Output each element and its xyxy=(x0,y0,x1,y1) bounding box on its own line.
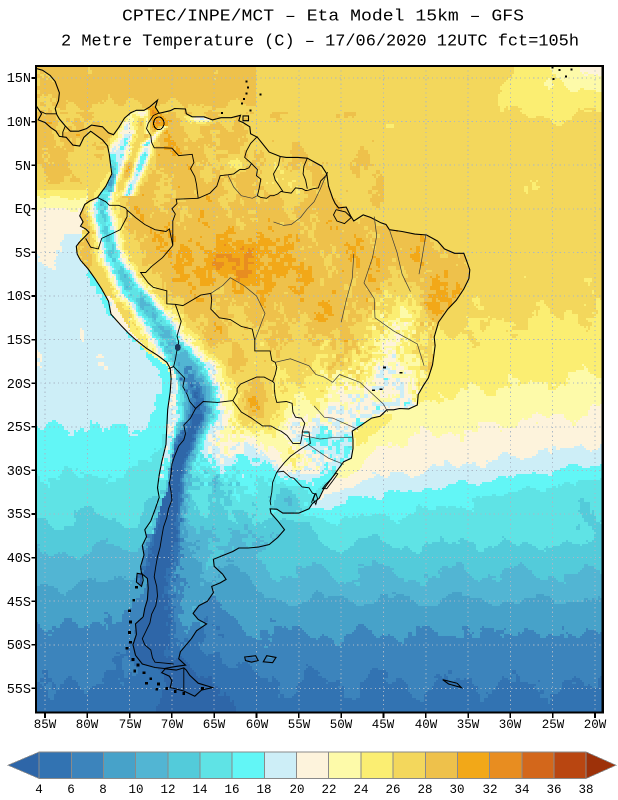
svg-text:30: 30 xyxy=(449,783,464,797)
svg-text:85W: 85W xyxy=(34,718,57,732)
svg-text:35S: 35S xyxy=(7,508,31,523)
svg-text:10S: 10S xyxy=(7,290,31,305)
svg-text:14: 14 xyxy=(192,783,207,797)
svg-text:28: 28 xyxy=(417,783,432,797)
svg-text:36: 36 xyxy=(546,783,561,797)
svg-text:55S: 55S xyxy=(7,683,31,698)
svg-text:30W: 30W xyxy=(499,718,522,732)
svg-text:45S: 45S xyxy=(7,596,31,611)
svg-text:15S: 15S xyxy=(7,334,31,349)
svg-text:34: 34 xyxy=(514,783,529,797)
svg-text:2 Metre Temperature (C) – 17/0: 2 Metre Temperature (C) – 17/06/2020 12U… xyxy=(61,32,579,51)
svg-text:32: 32 xyxy=(482,783,497,797)
svg-text:16: 16 xyxy=(224,783,239,797)
svg-text:4: 4 xyxy=(35,783,43,797)
svg-text:6: 6 xyxy=(67,783,75,797)
svg-text:38: 38 xyxy=(578,783,593,797)
svg-text:65W: 65W xyxy=(203,718,226,732)
svg-text:80W: 80W xyxy=(76,718,99,732)
svg-text:20W: 20W xyxy=(584,718,607,732)
svg-text:50W: 50W xyxy=(330,718,353,732)
svg-text:55W: 55W xyxy=(288,718,311,732)
svg-text:75W: 75W xyxy=(119,718,142,732)
svg-text:40W: 40W xyxy=(415,718,438,732)
svg-text:26: 26 xyxy=(385,783,400,797)
svg-text:40S: 40S xyxy=(7,552,31,567)
svg-text:20: 20 xyxy=(289,783,304,797)
svg-text:45W: 45W xyxy=(372,718,395,732)
svg-text:5N: 5N xyxy=(15,160,31,175)
svg-text:10N: 10N xyxy=(7,116,31,131)
svg-text:30S: 30S xyxy=(7,465,31,480)
svg-text:60W: 60W xyxy=(246,718,269,732)
svg-text:24: 24 xyxy=(353,783,368,797)
svg-text:EQ: EQ xyxy=(15,203,31,218)
svg-text:50S: 50S xyxy=(7,639,31,654)
svg-text:18: 18 xyxy=(256,783,271,797)
svg-text:25S: 25S xyxy=(7,421,31,436)
svg-text:15N: 15N xyxy=(7,72,31,87)
svg-text:12: 12 xyxy=(160,783,175,797)
svg-text:22: 22 xyxy=(321,783,336,797)
svg-text:5S: 5S xyxy=(15,247,31,262)
svg-text:70W: 70W xyxy=(161,718,184,732)
svg-text:8: 8 xyxy=(99,783,107,797)
svg-text:25W: 25W xyxy=(542,718,565,732)
svg-text:35W: 35W xyxy=(457,718,480,732)
svg-text:20S: 20S xyxy=(7,378,31,393)
svg-text:CPTEC/INPE/MCT – Eta Model 15: CPTEC/INPE/MCT – Eta Model 15km – GFS xyxy=(122,7,524,26)
svg-text:10: 10 xyxy=(128,783,143,797)
